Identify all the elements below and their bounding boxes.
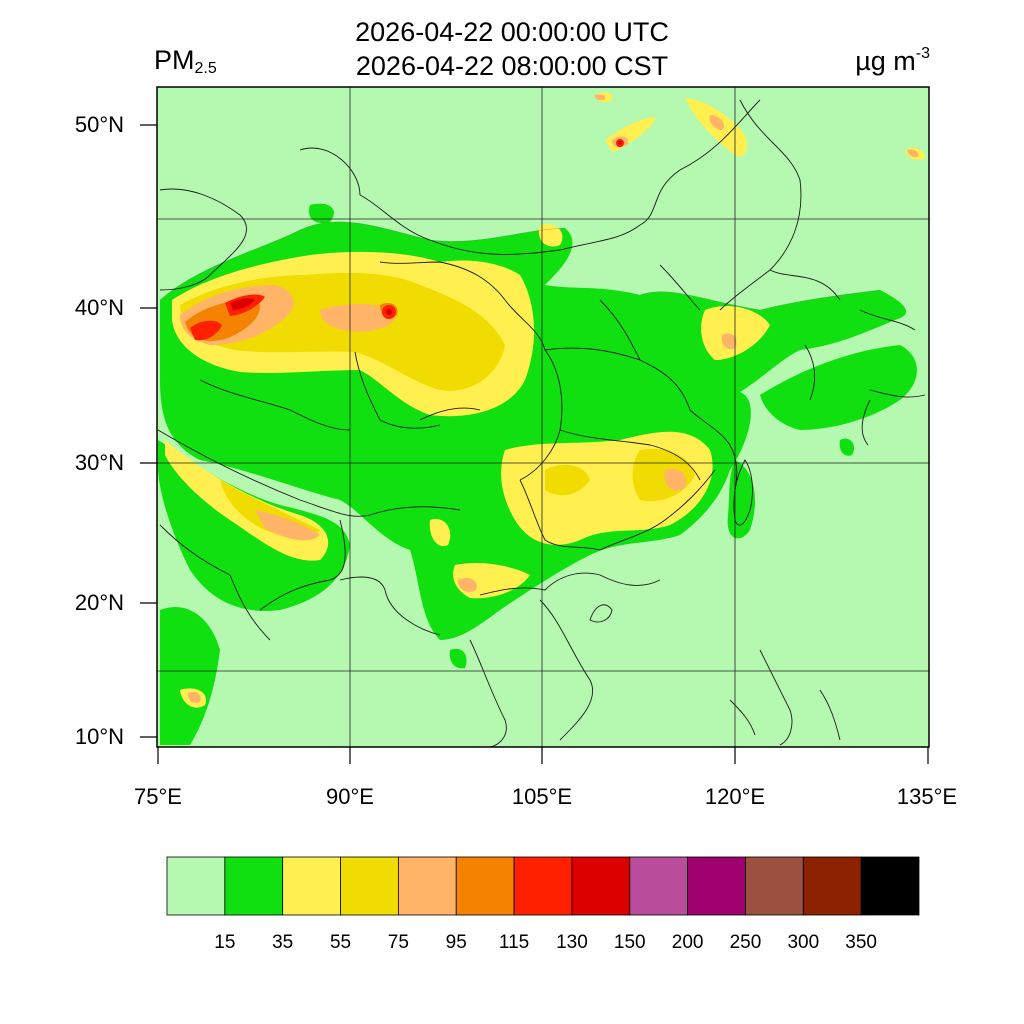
colorbar-cell bbox=[745, 856, 804, 916]
lat-label-40n: 40°N bbox=[74, 295, 124, 320]
colorbar-cell bbox=[571, 856, 631, 916]
colorbar-label: 95 bbox=[445, 932, 467, 953]
colorbar-cell bbox=[166, 856, 226, 916]
colorbar-cell bbox=[860, 856, 920, 916]
pm-level-130-150 bbox=[230, 141, 622, 315]
lon-label-75e: 75°E bbox=[134, 784, 182, 809]
colorbar-cell bbox=[513, 856, 573, 916]
variable-name: PM bbox=[154, 45, 195, 75]
colorbar-label: 75 bbox=[387, 932, 409, 953]
lat-label-30n: 30°N bbox=[74, 450, 124, 475]
units-label: µg m-3 bbox=[855, 45, 930, 77]
title-local: 2026-04-22 08:00:00 CST bbox=[355, 51, 669, 81]
lon-label-135e: 135°E bbox=[896, 784, 958, 809]
lon-label-105e: 105°E bbox=[511, 784, 573, 809]
colorbar-cell bbox=[340, 856, 399, 916]
lat-label-50n: 50°N bbox=[74, 112, 124, 137]
lat-label-20n: 20°N bbox=[74, 590, 124, 615]
colorbar-label: 300 bbox=[787, 932, 820, 953]
variable-label: PM2.5 bbox=[154, 45, 217, 78]
lon-label-90e: 90°E bbox=[326, 784, 374, 809]
colorbar-cell bbox=[224, 856, 284, 916]
colorbar-label: 55 bbox=[329, 932, 352, 953]
axis-ticks bbox=[140, 124, 929, 764]
colorbar-cell bbox=[802, 856, 862, 916]
contour-lines bbox=[159, 221, 881, 311]
lon-label-120e: 120°E bbox=[704, 784, 766, 809]
colorbar-cell bbox=[687, 856, 746, 916]
variable-subscript: 2.5 bbox=[194, 60, 217, 77]
colorbar bbox=[166, 856, 920, 916]
lat-label-10n: 10°N bbox=[74, 724, 124, 749]
colorbar-label: 130 bbox=[556, 932, 588, 953]
graticule bbox=[157, 87, 929, 747]
colorbar-cell bbox=[629, 856, 689, 916]
colorbar-label: 150 bbox=[613, 932, 646, 953]
colorbar-label: 200 bbox=[671, 932, 704, 953]
boundary-lines bbox=[157, 99, 926, 747]
colorbar-cell bbox=[455, 856, 515, 916]
colorbar-cell bbox=[397, 856, 457, 916]
colorbar-cell bbox=[282, 856, 341, 916]
colorbar-label: 115 bbox=[498, 932, 530, 953]
units-exponent: -3 bbox=[915, 45, 930, 62]
colorbar-label: 250 bbox=[729, 932, 762, 953]
map-frame bbox=[156, 86, 930, 748]
units-base: µg m bbox=[855, 46, 916, 76]
colorbar-label: 350 bbox=[845, 932, 877, 953]
colorbar-label: 15 bbox=[214, 932, 236, 953]
colorbar-label: 35 bbox=[272, 932, 294, 953]
title-utc: 2026-04-22 00:00:00 UTC bbox=[355, 17, 669, 47]
